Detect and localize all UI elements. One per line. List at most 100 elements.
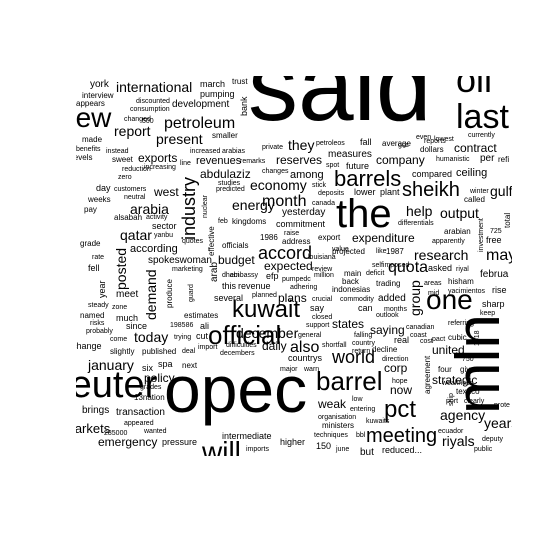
word-ministers: ministers <box>322 421 355 430</box>
word-group: group <box>407 280 423 316</box>
word-decline: decline <box>372 345 398 354</box>
word-output: output <box>440 205 479 221</box>
word-world: world <box>332 347 376 367</box>
word-bbl: bbl <box>356 432 366 439</box>
word-like: like <box>376 248 387 255</box>
word-deal: deal <box>182 348 196 355</box>
word-risks: risks <box>90 320 105 327</box>
word-countrys: countrys <box>288 353 323 363</box>
word-back: back <box>342 277 359 286</box>
word-dhabi: dhabi <box>222 272 240 279</box>
word-united: united <box>432 343 465 357</box>
word-official: official <box>208 320 282 350</box>
word-spokeswoman: spokeswoman <box>148 255 212 266</box>
word-february: februa <box>480 269 509 280</box>
word-per: per <box>480 153 495 164</box>
word-estimates: estimates <box>184 311 219 320</box>
word-cut: cut <box>196 331 209 341</box>
word-research: research <box>414 247 469 263</box>
word-opec: opec <box>164 352 308 426</box>
word-pct: pct <box>384 396 417 423</box>
word-remarks: remarks <box>240 158 266 165</box>
word-among: among <box>290 169 324 181</box>
word-weakness: weakness <box>442 380 474 387</box>
word-four: four <box>438 365 452 374</box>
word-change: change <box>76 341 102 351</box>
word-plant: plant <box>380 187 400 197</box>
word-december: december <box>236 325 299 341</box>
word-even: even <box>416 134 432 141</box>
word-said: said <box>248 76 432 142</box>
word-pact: pact <box>432 336 446 343</box>
word-guard: guard <box>188 284 195 302</box>
word-contract: contract <box>454 141 497 155</box>
word-hope: hope <box>392 378 408 385</box>
word-deficit: deficit <box>366 270 385 277</box>
word-value: value <box>332 246 349 253</box>
word-now: now <box>390 383 413 397</box>
word-policy: policy <box>144 371 175 385</box>
word-texaco: texaco <box>456 387 480 396</box>
word-added: added <box>378 293 406 304</box>
word-rise: rise <box>492 285 507 295</box>
word-general: general <box>298 332 322 339</box>
word-steady: steady <box>88 302 109 309</box>
word-several: several <box>214 293 244 303</box>
word-total: total <box>503 212 512 228</box>
word-difficulties: difficulties <box>226 342 257 349</box>
word-750: 750 <box>462 356 474 363</box>
word-can: can <box>358 303 373 313</box>
word-techniques: techniques <box>314 432 348 439</box>
word-but: but <box>360 447 374 457</box>
word-today: today <box>134 329 169 345</box>
word-gcc: gcc <box>398 142 409 149</box>
word-riyals: riyals <box>442 433 475 449</box>
word-kuwaits: kuwaits <box>366 418 390 425</box>
word-ship: ship <box>448 393 455 406</box>
word-grades: grades <box>140 384 162 391</box>
word-petroleos: petroleos <box>316 140 345 147</box>
word-return: return <box>352 348 371 355</box>
word-arabias: arabias <box>222 148 245 155</box>
word-named: named <box>80 311 105 320</box>
word-1518: 1518 <box>474 330 481 346</box>
word-barrel: barrel <box>316 366 383 396</box>
word-agreement: agreement <box>423 355 432 394</box>
word-they: they <box>288 137 315 153</box>
word-pay: pay <box>84 205 97 214</box>
word-probably: probably <box>86 328 113 335</box>
word-projected: projected <box>332 247 365 256</box>
word-coast: coast <box>410 332 427 339</box>
word-adhering: adhering <box>290 284 318 291</box>
word-qatar: qatar <box>120 227 152 243</box>
word-posted: posted <box>113 247 129 290</box>
word-low: low <box>352 396 363 403</box>
word-accord: accord <box>258 243 313 263</box>
word-lowest: lowest <box>434 136 454 143</box>
word-stick: stick <box>312 182 326 189</box>
word-address: address <box>282 237 311 246</box>
word-deputy: deputy <box>482 436 504 443</box>
word-alsabah: alsabah <box>114 213 143 222</box>
word-review: review <box>312 266 333 273</box>
word-markets: markets <box>76 421 111 436</box>
word-the: the <box>336 192 392 236</box>
word-imports: imports <box>246 446 269 453</box>
word-support: support <box>306 322 330 329</box>
word-changes: changes <box>262 168 289 175</box>
word-revenues: revenues <box>196 155 242 167</box>
word-285000: 285000 <box>104 430 128 437</box>
word-states: states <box>332 317 365 331</box>
word-planned: planned <box>252 292 277 299</box>
word-1986: 1986 <box>260 233 278 242</box>
word-rate: rate <box>92 254 105 261</box>
word-organisation: organisation <box>318 414 357 421</box>
word-198586: 198586 <box>170 322 194 329</box>
word-cost: cost <box>420 338 433 345</box>
word-reports: reports <box>424 138 446 145</box>
word-efp: efp <box>266 271 279 281</box>
word-major: major <box>280 366 298 373</box>
word-humanistic: humanistic <box>436 156 470 163</box>
word-zero: zero <box>118 174 132 181</box>
word-sharp: sharp <box>482 299 505 309</box>
